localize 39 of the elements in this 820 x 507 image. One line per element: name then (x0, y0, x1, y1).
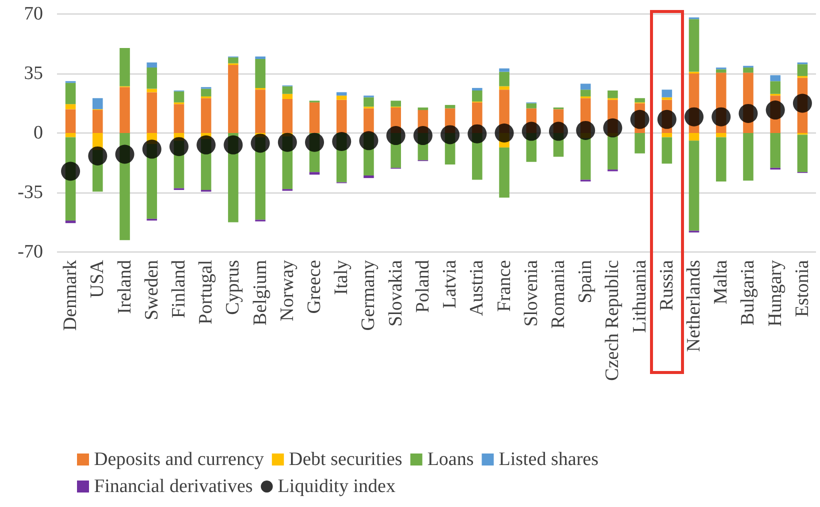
x-tick-label: Germany (358, 260, 380, 331)
x-tick-label: Romania (548, 259, 569, 329)
x-tick-label: Finland (168, 260, 190, 318)
x-tick-label: Slovakia (385, 259, 406, 326)
x-tick-label: Hungary (764, 260, 786, 326)
legend-label: Debt securities (288, 449, 402, 470)
x-tick-label: Norway (276, 260, 298, 322)
legend-label: Listed shares (498, 449, 598, 470)
x-tick-label: Sweden (141, 260, 162, 320)
x-tick-label: USA (87, 260, 108, 298)
x-tick-label: Estonia (792, 259, 813, 317)
y-tick-label: 0 (34, 122, 43, 144)
x-tick-label: Austria (466, 259, 488, 316)
x-tick-label: Greece (304, 260, 326, 314)
x-tick-label: Malta (710, 259, 732, 304)
x-tick-label: Russia (656, 259, 678, 311)
x-tick-label: Denmark (60, 260, 82, 331)
legend-label: Deposits and currency (94, 449, 264, 470)
x-tick-label: Latvia (440, 259, 461, 309)
x-tick-label: Cyprus (222, 260, 244, 315)
x-tick-label: Poland (412, 260, 434, 313)
x-tick-label: Slovenia (520, 259, 542, 326)
y-tick-label: -70 (18, 242, 43, 262)
legend-label: Liquidity index (278, 476, 396, 497)
x-tick-label: Lithuania (629, 259, 650, 333)
x-tick-label: Italy (331, 260, 352, 295)
x-tick-label: Czech Republic (602, 260, 624, 381)
x-tick-label: Portugal (196, 260, 217, 324)
legend-label: Financial derivatives (94, 476, 253, 497)
y-tick-label: 35 (24, 63, 43, 84)
x-tick-label: Spain (575, 260, 596, 304)
x-tick-label: Belgium (250, 260, 271, 326)
x-tick-label: Netherlands (684, 260, 705, 352)
x-tick-label: Ireland (114, 260, 136, 314)
y-tick-label: 70 (24, 4, 43, 24)
legend-label: Loans (427, 449, 474, 470)
x-tick-label: Bulgaria (738, 259, 759, 326)
x-tick-label: France (494, 260, 515, 312)
y-tick-label: -35 (18, 182, 43, 203)
